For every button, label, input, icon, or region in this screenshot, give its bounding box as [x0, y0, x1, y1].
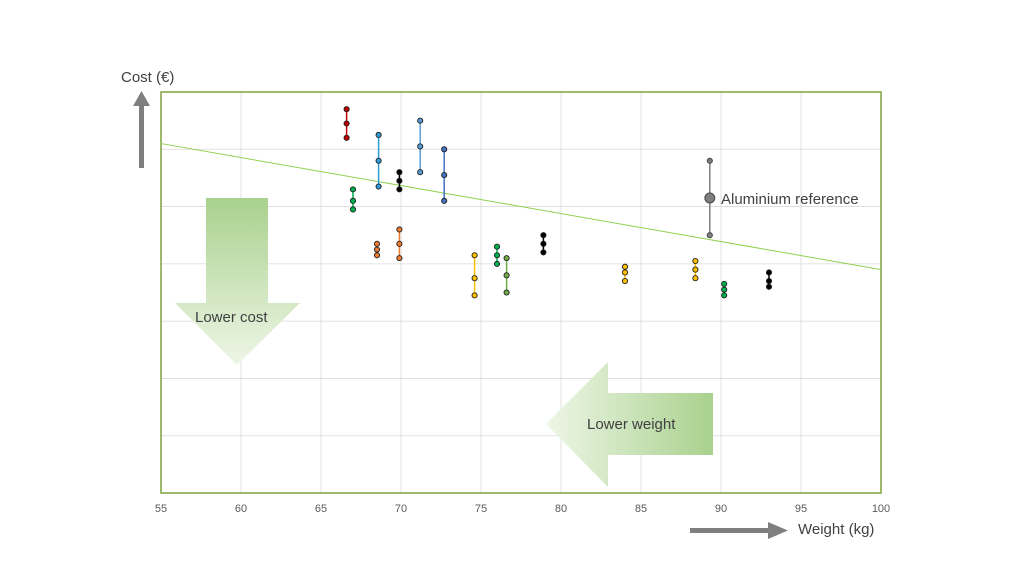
data-point-high [692, 257, 699, 265]
background-arrows [175, 198, 713, 487]
data-point-low [721, 292, 728, 299]
data-point-high [417, 117, 424, 124]
y-axis-arrow [133, 91, 150, 168]
x-tick-label: 95 [795, 503, 807, 515]
data-points [343, 106, 773, 299]
data-series [396, 226, 403, 262]
data-point-mid [692, 266, 699, 273]
data-point-high [373, 240, 381, 247]
data-series [621, 263, 629, 285]
data-point-mid [373, 246, 381, 253]
x-tick-label: 55 [155, 503, 167, 515]
x-tick-label: 75 [475, 503, 487, 515]
data-point-low [621, 277, 629, 285]
data-point-low [540, 249, 547, 256]
data-point-high [540, 232, 547, 239]
data-point-low [343, 134, 350, 141]
data-series [765, 269, 773, 290]
data-series [540, 232, 547, 256]
data-series [396, 169, 403, 193]
data-point-high [343, 106, 350, 113]
data-point-low [706, 232, 713, 239]
data-series [349, 186, 357, 213]
lower-weight-label: Lower weight [587, 416, 676, 433]
data-point-low [441, 197, 448, 204]
data-point-low [417, 169, 424, 176]
data-series [343, 106, 350, 141]
data-point-low [396, 255, 403, 262]
data-point-high [706, 157, 713, 164]
data-point-high [621, 263, 629, 270]
grid [161, 92, 881, 493]
data-point-high [396, 226, 403, 233]
x-tick-label: 100 [872, 503, 890, 515]
data-series [417, 117, 424, 176]
data-point-low [765, 283, 773, 290]
data-point-mid [343, 120, 350, 127]
data-point-low [349, 206, 357, 213]
data-point-high [375, 131, 382, 139]
data-point-mid [396, 177, 403, 184]
x-tick-label: 65 [315, 503, 327, 515]
lower-cost-arrow [175, 198, 300, 365]
reference-label: Aluminium reference [721, 191, 859, 208]
reference-range [704, 157, 716, 239]
x-tick-label: 60 [235, 503, 247, 515]
x-axis-arrow [690, 522, 788, 539]
x-axis-title: Weight (kg) [798, 521, 874, 538]
y-axis-title: Cost (€) [121, 69, 174, 86]
data-point-high [721, 280, 728, 287]
data-point-high [503, 255, 510, 262]
data-point-low [471, 292, 478, 299]
data-series [471, 252, 478, 299]
data-point-mid [349, 197, 357, 204]
data-point-mid [765, 277, 773, 285]
data-point-mid [471, 275, 478, 282]
data-point-mid [721, 286, 728, 293]
data-point-low [373, 252, 381, 259]
data-point-low [493, 260, 501, 267]
data-series [692, 257, 699, 282]
data-point-low [503, 289, 510, 296]
x-tick-label: 80 [555, 503, 567, 515]
data-point-low [692, 275, 699, 282]
data-series [493, 243, 501, 267]
data-point-mid [704, 192, 716, 204]
data-point-high [493, 243, 501, 250]
data-point-low [375, 183, 382, 190]
data-series [503, 255, 510, 296]
data-point-mid [493, 252, 501, 259]
x-tick-label: 90 [715, 503, 727, 515]
x-axis-ticks: 55 60 65 70 75 80 85 90 95 100 [155, 503, 890, 515]
data-point-mid [441, 172, 448, 179]
data-series [721, 280, 728, 299]
data-point-high [349, 186, 357, 193]
x-tick-label: 85 [635, 503, 647, 515]
lower-cost-label: Lower cost [195, 309, 268, 326]
data-point-mid [375, 157, 382, 164]
trend-line [160, 143, 882, 271]
data-point-mid [417, 143, 424, 150]
data-point-mid [621, 269, 629, 276]
data-point-mid [396, 240, 403, 247]
plot-area-border [160, 91, 882, 494]
data-series [441, 146, 448, 204]
data-point-high [441, 146, 448, 153]
data-point-mid [540, 240, 547, 247]
data-point-high [396, 169, 403, 176]
data-series [373, 240, 381, 259]
data-point-high [765, 269, 773, 276]
data-point-low [396, 186, 403, 193]
data-point-high [471, 252, 478, 259]
lower-weight-arrow [546, 362, 713, 487]
data-point-mid [503, 272, 510, 279]
data-series [375, 131, 382, 190]
x-tick-label: 70 [395, 503, 407, 515]
